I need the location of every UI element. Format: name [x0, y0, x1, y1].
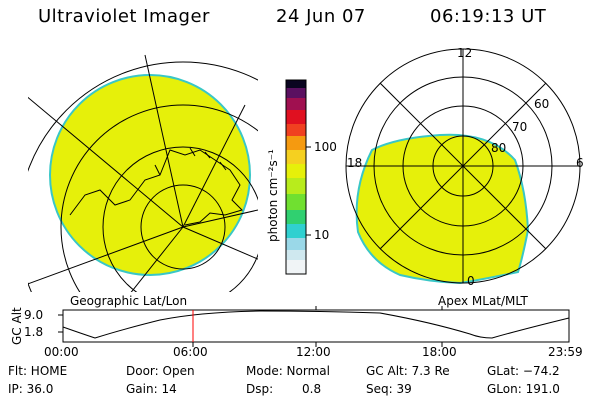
status-dsp-value: 0.8 — [302, 382, 322, 396]
altitude-ylabel: GC Alt — [10, 307, 24, 345]
status-dsp-label: Dsp: — [246, 382, 274, 396]
status-seq: Seq: 39 — [366, 382, 412, 396]
left-map-caption: Geographic Lat/Lon — [70, 294, 188, 308]
instrument-title: Ultraviolet Imager — [38, 6, 210, 27]
right-map-caption: Apex MLat/MLT — [438, 294, 528, 308]
polar-mlt-map — [345, 48, 581, 285]
lat-label-60: 60 — [534, 97, 550, 111]
mlt-label-0: 0 — [467, 274, 475, 288]
altitude-plot — [58, 306, 570, 347]
status-gc-alt: GC Alt: 7.3 Re — [366, 364, 450, 378]
right-uv-oval — [355, 133, 530, 285]
altitude-xtick-0600: 06:00 — [173, 345, 208, 359]
lat-label-80: 80 — [491, 141, 507, 155]
status-ip: IP: 36.0 — [8, 382, 54, 396]
status-door: Door: Open — [126, 364, 195, 378]
status-glat: GLat: −74.2 — [487, 364, 560, 378]
altitude-xtick-1800: 18:00 — [422, 345, 457, 359]
status-flt: Flt: HOME — [8, 364, 68, 378]
lat-label-70: 70 — [512, 120, 528, 134]
status-mode: Mode: Normal — [246, 364, 330, 378]
mlt-label-6: 6 — [576, 156, 584, 170]
colorbar-tick-10: 10 — [314, 228, 330, 242]
altitude-xtick-0000: 00:00 — [44, 345, 79, 359]
colorbar-tick-100: 100 — [314, 140, 337, 154]
mlt-label-18: 18 — [347, 156, 363, 170]
altitude-ytick-low: 1.8 — [24, 325, 44, 339]
altitude-ytick-high: 9.0 — [24, 308, 44, 322]
mlt-label-12: 12 — [457, 46, 473, 60]
colorbar — [285, 79, 311, 275]
time-label: 06:19:13 UT — [430, 6, 547, 27]
status-gain: Gain: 14 — [126, 382, 177, 396]
altitude-xtick-2359: 23:59 — [548, 345, 583, 359]
left-uv-disk — [49, 74, 251, 276]
date-label: 24 Jun 07 — [276, 6, 366, 27]
colorbar-unit-label: photon cm⁻²s⁻¹ — [266, 149, 280, 242]
status-glon: GLon: 191.0 — [487, 382, 560, 396]
altitude-xtick-1200: 12:00 — [296, 345, 331, 359]
